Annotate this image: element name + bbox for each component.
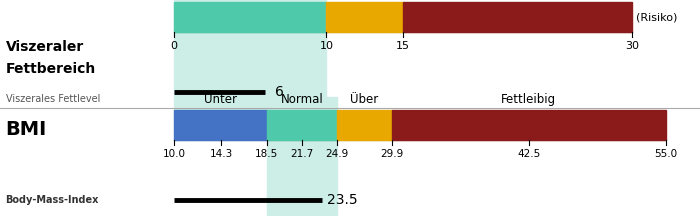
Text: Viszeraler: Viszeraler xyxy=(6,40,84,54)
Bar xyxy=(326,2,402,32)
Bar xyxy=(337,110,391,140)
Text: 30: 30 xyxy=(625,41,639,51)
Bar xyxy=(267,97,337,216)
Bar xyxy=(174,2,326,32)
Bar xyxy=(391,110,666,140)
Text: 18.5: 18.5 xyxy=(256,149,279,159)
Bar xyxy=(174,110,267,140)
Bar xyxy=(174,0,326,119)
Text: 42.5: 42.5 xyxy=(518,149,541,159)
Text: 15: 15 xyxy=(395,41,409,51)
Text: 29.9: 29.9 xyxy=(380,149,403,159)
Text: Unter: Unter xyxy=(204,93,237,106)
Bar xyxy=(402,2,632,32)
Text: Fettleibig: Fettleibig xyxy=(501,93,556,106)
Text: (Risiko): (Risiko) xyxy=(636,12,678,22)
Bar xyxy=(267,110,337,140)
Text: Body-Mass-Index: Body-Mass-Index xyxy=(6,195,99,205)
Text: 21.7: 21.7 xyxy=(290,149,314,159)
Text: 10: 10 xyxy=(319,41,333,51)
Text: Normal: Normal xyxy=(281,93,323,106)
Text: BMI: BMI xyxy=(6,120,47,139)
Text: Über: Über xyxy=(350,93,379,106)
Text: 10.0: 10.0 xyxy=(162,149,186,159)
Text: 0: 0 xyxy=(170,41,177,51)
Text: Viszerales Fettlevel: Viszerales Fettlevel xyxy=(6,94,100,104)
Text: 24.9: 24.9 xyxy=(326,149,349,159)
Text: 6: 6 xyxy=(274,85,284,99)
Text: 23.5: 23.5 xyxy=(326,193,357,207)
Text: 14.3: 14.3 xyxy=(209,149,232,159)
Text: Fettbereich: Fettbereich xyxy=(6,62,96,76)
Text: 55.0: 55.0 xyxy=(654,149,678,159)
